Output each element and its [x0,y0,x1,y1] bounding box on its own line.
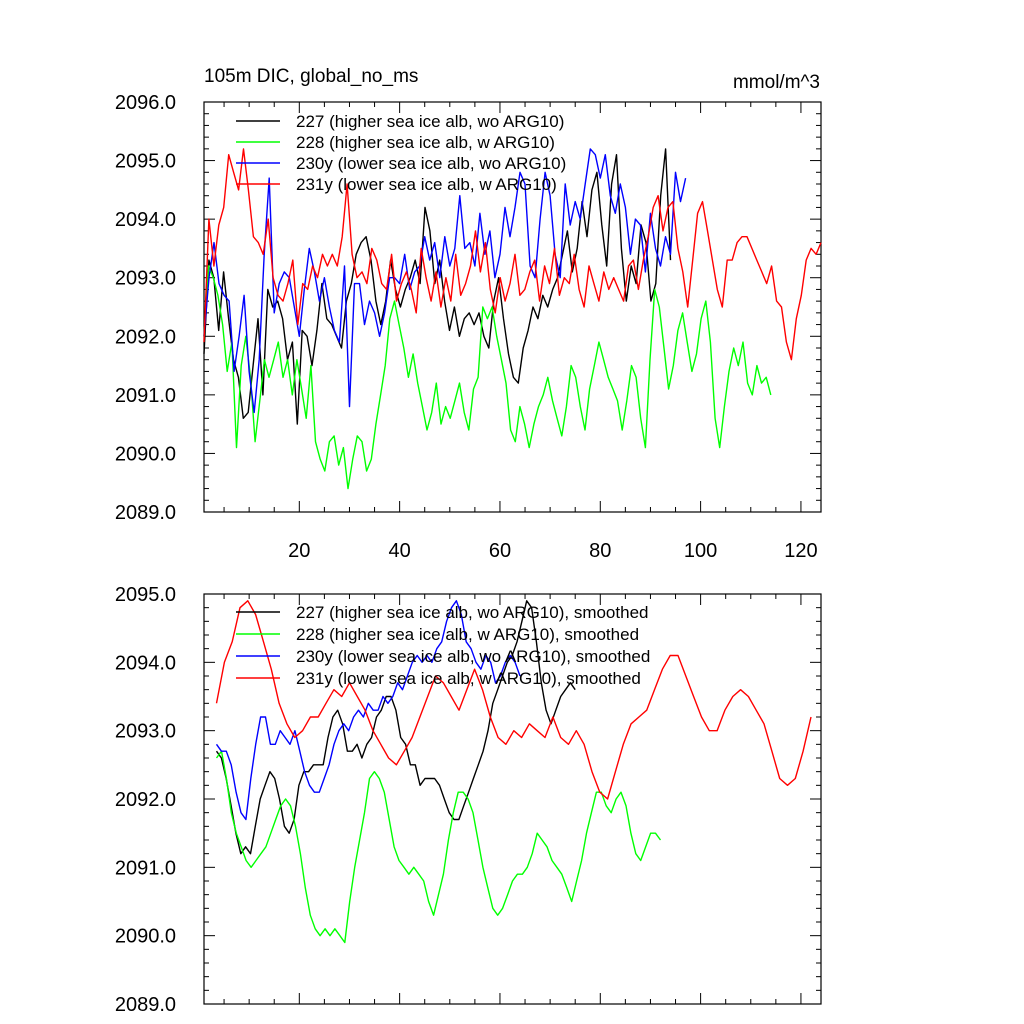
y-tick-label: 2090.0 [115,443,176,465]
x-tick-label: 60 [489,540,511,562]
top-y-axis-labels: 2089.0 2090.0 2091.0 2092.0 2093.0 2094.0 2095… [115,92,176,524]
top-axis-ticks [204,101,821,513]
x-tick-label: 40 [389,540,411,562]
y-tick-label: 2091.0 [115,857,176,879]
bottom-series-lines [215,600,812,944]
x-tick-label: 20 [288,540,310,562]
y-tick-label: 2093.0 [115,268,176,290]
legend-label: 227 (higher sea ice alb, wo ARG10), smoo… [296,603,648,622]
series-line [215,600,812,800]
top-panel-units: mmol/m^3 [733,72,820,93]
legend-label: 228 (higher sea ice alb, w ARG10) [296,133,555,152]
top-plot-frame [203,101,822,513]
series-line [203,148,687,414]
y-tick-label: 2093.0 [115,721,176,743]
x-tick-label: 80 [589,540,611,562]
y-tick-label: 2094.0 [115,209,176,231]
top-panel-title: 105m DIC, global_no_ms [204,66,418,87]
bottom-panel: 2089.0 2090.0 2091.0 2092.0 2093.0 2094.0 2095… [115,584,822,1016]
y-tick-label: 2095.0 [115,584,176,606]
y-tick-label: 2096.0 [115,92,176,114]
top-panel: 105m DIC, global_no_ms mmol/m^3 2089.020… [115,66,822,562]
legend-label: 230y (lower sea ice alb, wo ARG10) [296,154,566,173]
y-tick-label: 2089.0 [115,502,176,524]
top-series-lines [203,148,822,490]
top-legend: 227 (higher sea ice alb, wo ARG10) 228 (h… [236,112,566,194]
legend-label: 227 (higher sea ice alb, wo ARG10) [296,112,564,131]
bottom-axis-ticks [204,593,821,1005]
legend-label: 228 (higher sea ice alb, w ARG10), smoot… [296,625,639,644]
series-line [203,265,772,490]
top-x-axis-labels: 20 40 60 80 100 120 [288,540,817,562]
x-tick-label: 120 [784,540,817,562]
y-tick-label: 2092.0 [115,326,176,348]
y-tick-label: 2090.0 [115,926,176,948]
series-line [203,148,822,361]
series-line [215,750,662,944]
y-tick-label: 2095.0 [115,151,176,173]
bottom-y-axis-labels: 2089.0 2090.0 2091.0 2092.0 2093.0 2094.0 2095… [115,584,176,1016]
y-tick-label: 2091.0 [115,385,176,407]
series-line [203,148,672,425]
series-line [215,600,521,821]
y-tick-label: 2094.0 [115,652,176,674]
legend-label: 230y (lower sea ice alb, wo ARG10), smoo… [296,647,650,666]
legend-label: 231y (lower sea ice alb, w ARG10), smoot… [296,669,641,688]
y-tick-label: 2092.0 [115,789,176,811]
legend-label: 231y (lower sea ice alb, w ARG10) [296,175,557,194]
bottom-legend: 227 (higher sea ice alb, wo ARG10), smoo… [236,603,650,688]
series-line [215,600,576,855]
y-tick-label: 2089.0 [115,994,176,1016]
x-tick-label: 100 [684,540,717,562]
